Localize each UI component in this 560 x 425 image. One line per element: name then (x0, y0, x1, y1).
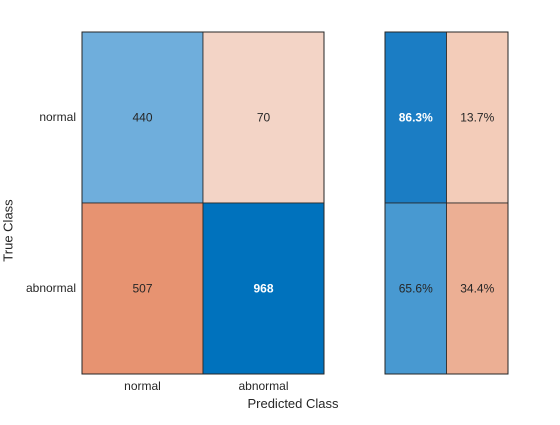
summary-cell-0-1 (446, 31, 509, 204)
main-value-0-0: 440 (132, 111, 152, 125)
col-label-normal: normal (124, 379, 161, 393)
summary-value-1-1: 34.4% (460, 282, 494, 296)
row-label-abnormal: abnormal (25, 281, 76, 295)
main-matrix-cells (81, 31, 325, 375)
row-summary-frame (384, 31, 509, 375)
main-value-1-0: 507 (132, 282, 152, 296)
y-axis-title: True Class (0, 198, 16, 262)
summary-value-0-1: 13.7% (460, 111, 494, 125)
row-summary-cells (384, 31, 509, 375)
main-cell-1-0 (81, 202, 204, 375)
x-axis-title: Predicted Class (247, 396, 339, 411)
row-summary-values: 86.3% 13.7% 65.6% 34.4% (399, 111, 495, 296)
col-label-abnormal: abnormal (238, 379, 289, 393)
main-matrix-frame (81, 31, 325, 375)
main-cell-0-0 (81, 31, 204, 204)
summary-value-0-0: 86.3% (399, 111, 433, 125)
main-cell-0-1 (202, 31, 325, 204)
main-value-0-1: 70 (257, 111, 271, 125)
main-cell-1-1 (202, 202, 325, 375)
y-axis-title-wrap: True Class (0, 160, 16, 300)
row-label-normal: normal (39, 110, 76, 124)
summary-value-1-0: 65.6% (399, 282, 433, 296)
summary-cell-1-1 (446, 202, 509, 375)
main-value-1-1: 968 (253, 282, 273, 296)
main-matrix-values: 440 70 507 968 (132, 111, 273, 296)
summary-cell-1-0 (384, 202, 447, 375)
